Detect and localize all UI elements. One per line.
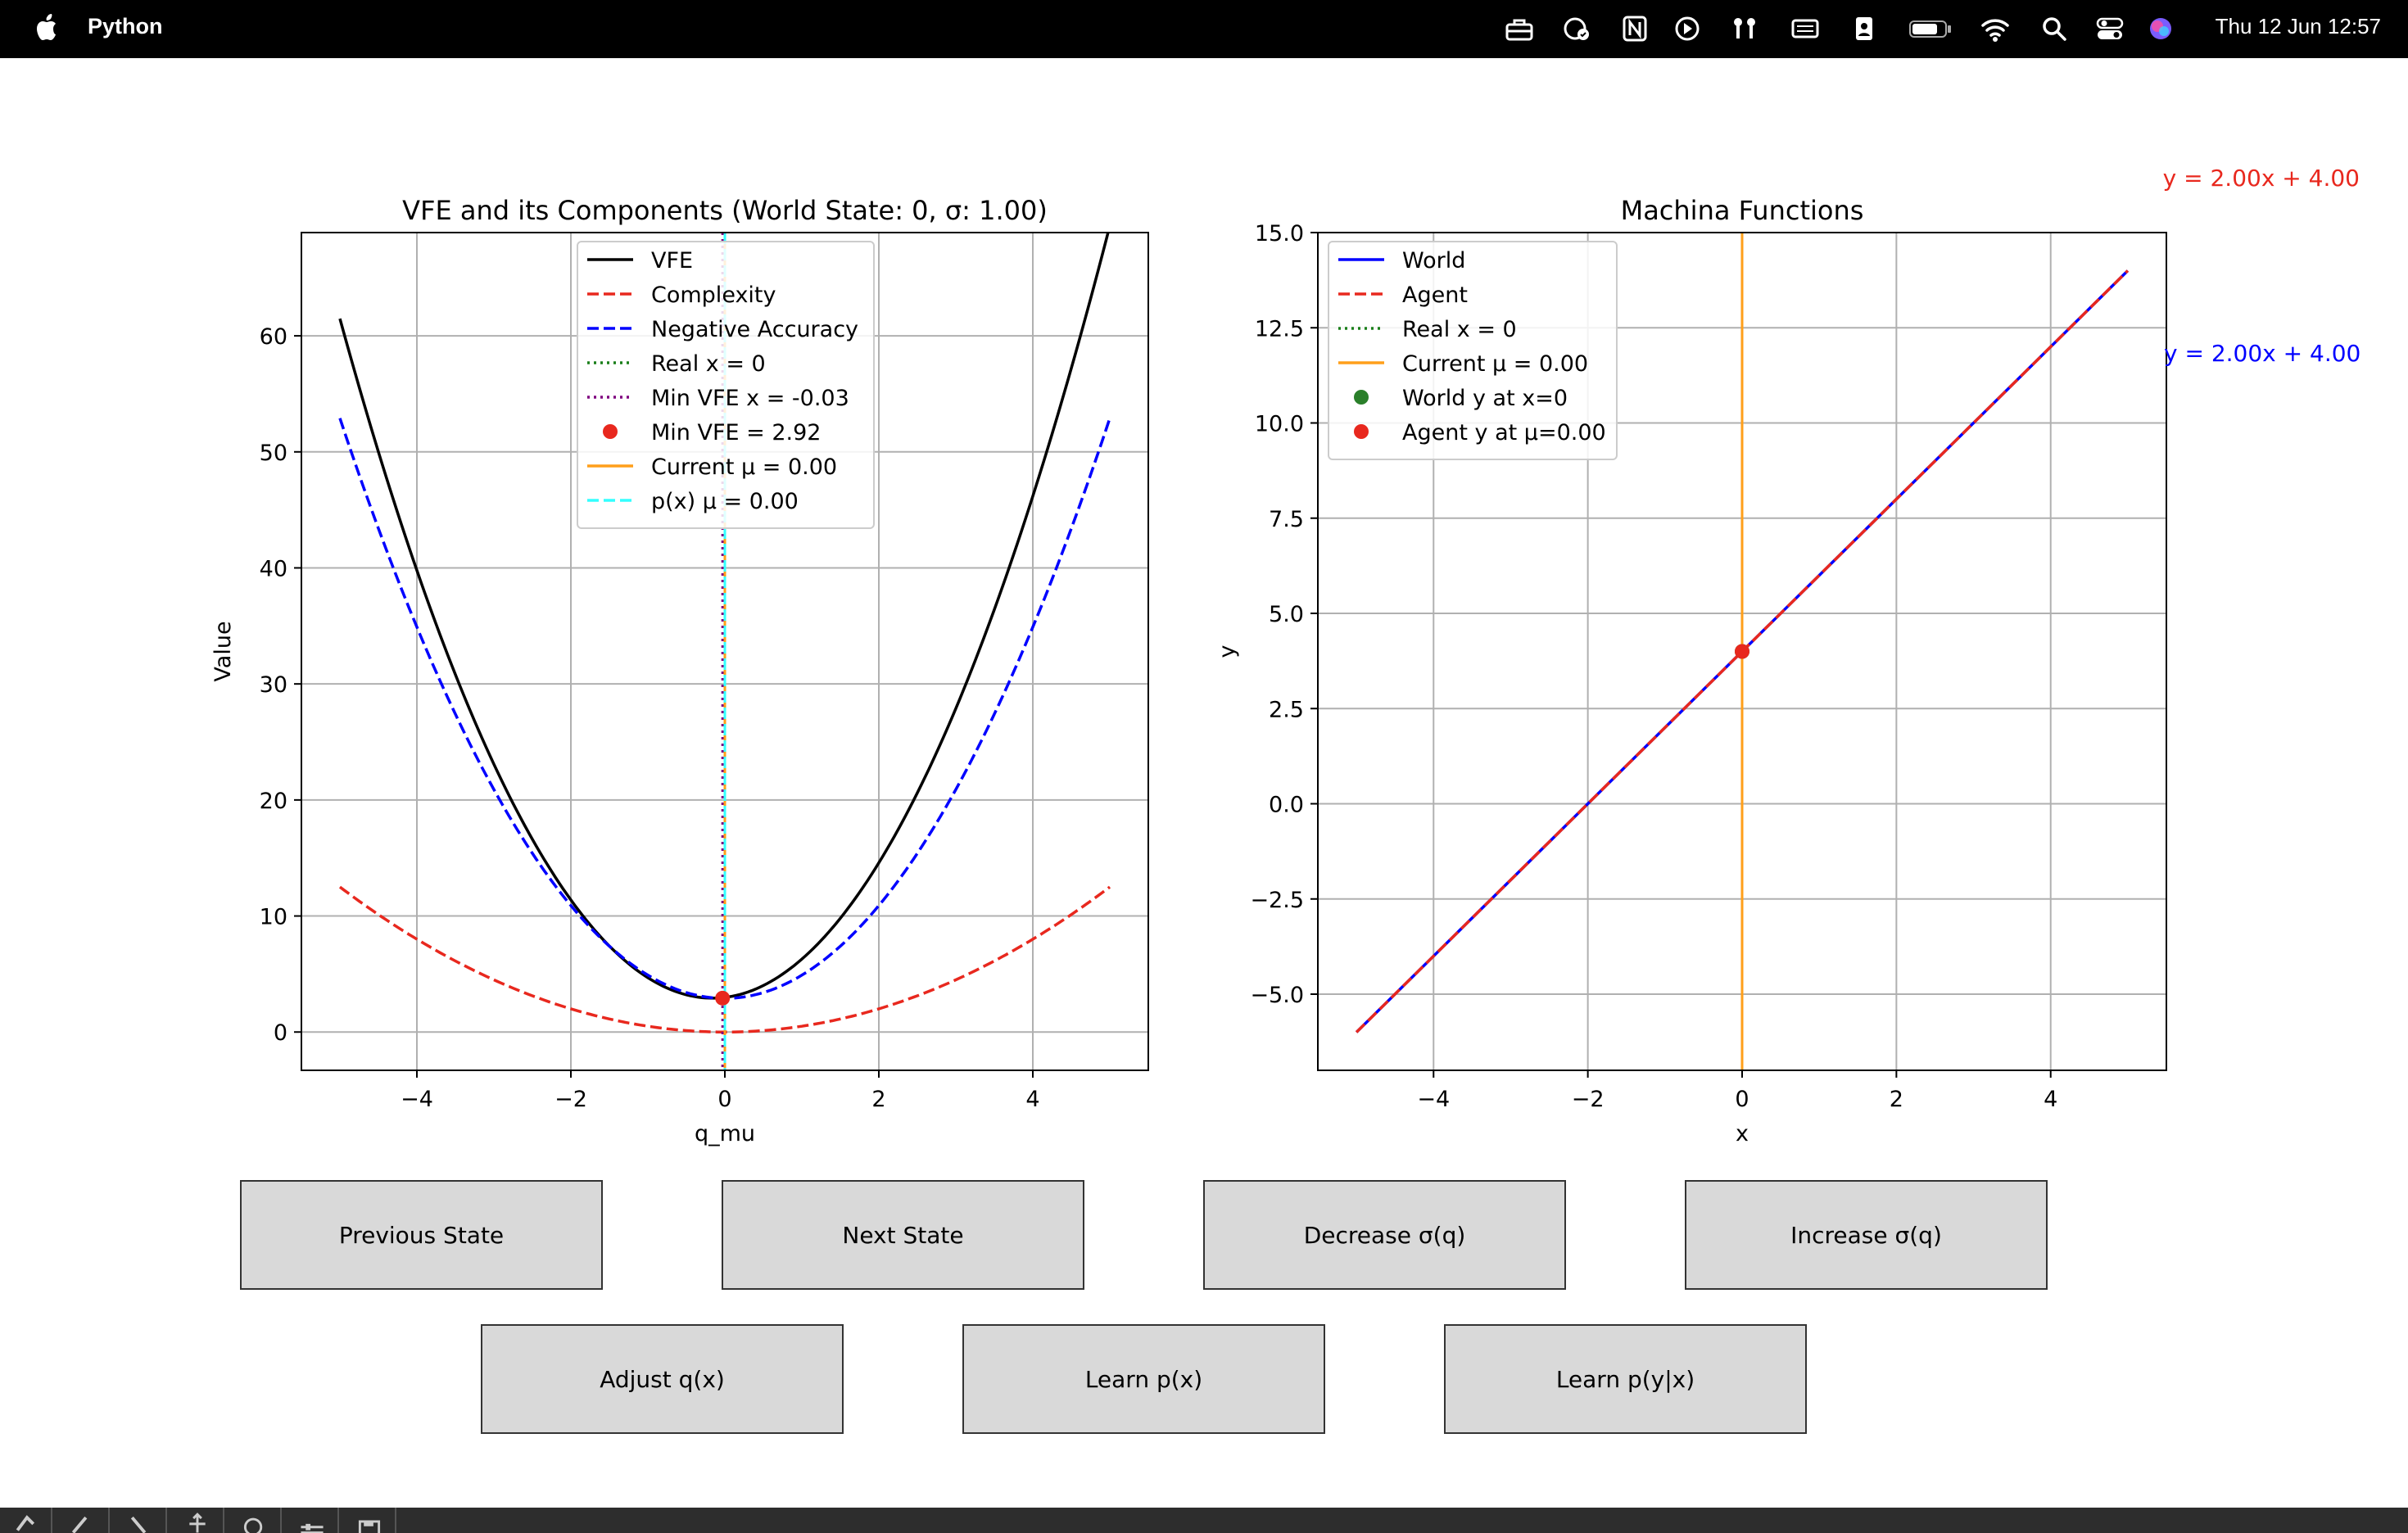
save-icon[interactable] (344, 1508, 396, 1533)
legend-label: Current μ = 0.00 (651, 454, 837, 480)
forward-icon[interactable] (57, 1508, 110, 1533)
legend-label: Complexity (651, 283, 776, 308)
search-icon[interactable] (2039, 15, 2069, 43)
x-tick-label: −2 (1572, 1087, 1605, 1112)
legend-marker (1354, 424, 1369, 439)
legend-label: Real x = 0 (651, 351, 766, 377)
chart-2: −4 −2 0 2 4 −5.0 −2.5 0.0 2.5 5.0 7.5 10.0 12.5 15.0 M… (1215, 195, 2167, 1146)
x-tick-label: −4 (401, 1087, 433, 1112)
legend-marker (1354, 390, 1369, 405)
x-tick-label: 0 (717, 1087, 731, 1112)
y-tick-label: 20 (260, 789, 287, 814)
notion-icon[interactable] (1620, 15, 1650, 43)
back-icon[interactable] (0, 1508, 52, 1533)
legend-label: VFE (651, 248, 693, 274)
y-axis-label: y (1215, 644, 1240, 658)
apple-logo-icon[interactable] (33, 11, 62, 44)
play-circle-icon[interactable] (1672, 15, 1702, 43)
y-tick-label: 10 (260, 905, 287, 930)
x-tick-label: 4 (1025, 1087, 1039, 1112)
y-tick-label: 10.0 (1255, 412, 1304, 437)
x-tick-label: 0 (1735, 1087, 1749, 1112)
menubar-clock[interactable]: Thu 12 Jun 12:57 (2215, 14, 2381, 38)
legend-label: Agent (1402, 283, 1468, 308)
legend-label: Agent y at μ=0.00 (1402, 420, 1606, 445)
y-tick-label: 5.0 (1269, 602, 1304, 627)
learn-pyx-button[interactable]: Learn p(y|x) (1444, 1324, 1807, 1434)
y-tick-label: 15.0 (1255, 221, 1304, 246)
legend: VFE Complexity Negative Accuracy Real x = 0… (577, 241, 875, 529)
y-tick-label: 30 (260, 672, 287, 698)
x-tick-label: −2 (554, 1087, 587, 1112)
keyboard-icon[interactable] (1790, 15, 1820, 43)
app-name-menu[interactable]: Python (88, 14, 163, 38)
control-center-icon[interactable] (2095, 15, 2125, 43)
learn-px-button[interactable]: Learn p(x) (962, 1324, 1325, 1434)
y-tick-label: 50 (260, 441, 287, 466)
axes-frame (1317, 232, 2167, 1071)
x-axis-label: q_mu (695, 1121, 755, 1146)
toolbox-icon[interactable] (1505, 15, 1534, 43)
adjust-qx-button[interactable]: Adjust q(x) (481, 1324, 844, 1434)
world-equation-label: y = 2.00x + 4.00 (2164, 340, 2361, 367)
home-icon[interactable] (115, 1508, 167, 1533)
sync-status-icon[interactable] (1562, 15, 1591, 43)
wifi-icon[interactable] (1980, 15, 2010, 43)
decrease-sigma-button[interactable]: Decrease σ(q) (1203, 1180, 1566, 1290)
legend: World Agent Real x = 0 Current μ = 0.00 Worl… (1328, 241, 1618, 460)
y-tick-label: 12.5 (1255, 316, 1304, 341)
y-tick-label: −5.0 (1250, 983, 1304, 1008)
y-tick-label: 7.5 (1269, 507, 1304, 532)
x-axis-label: x (1736, 1121, 1749, 1146)
legend-label: World (1402, 248, 1465, 274)
navigation-toolbar (0, 1508, 2408, 1533)
pan-icon[interactable] (172, 1508, 224, 1533)
previous-state-button[interactable]: Previous State (240, 1180, 603, 1290)
y-tick-label: 60 (260, 324, 287, 350)
axes-frame (301, 232, 1149, 1071)
legend-box (1328, 241, 1618, 460)
agent-equation-label: y = 2.00x + 4.00 (2162, 165, 2360, 192)
point-agent-y-at-0-00 (1735, 644, 1749, 659)
menu-bar: Python Thu 12 Jun 12:57 (0, 0, 2408, 58)
legend-label: Min VFE = 2.92 (651, 420, 821, 445)
y-tick-label: 0.0 (1269, 793, 1304, 818)
y-axis-label: Value (210, 621, 236, 681)
point-min-vfe-2-92 (715, 990, 731, 1006)
increase-sigma-button[interactable]: Increase σ(q) (1685, 1180, 2048, 1290)
legend-label: Real x = 0 (1402, 317, 1517, 342)
x-tick-label: −4 (1417, 1087, 1450, 1112)
battery-icon[interactable] (1908, 15, 1953, 43)
x-tick-label: 2 (871, 1087, 885, 1112)
legend-label: Min VFE x = -0.03 (651, 386, 849, 411)
next-state-button[interactable]: Next State (722, 1180, 1084, 1290)
legend-label: Current μ = 0.00 (1402, 351, 1588, 377)
x-tick-label: 2 (1890, 1087, 1903, 1112)
plot-area (1355, 233, 2130, 1070)
configure-subplots-icon[interactable] (287, 1508, 339, 1533)
legend-label: p(x) μ = 0.00 (651, 489, 799, 514)
chart-title: VFE and its Components (World State: 0, … (402, 195, 1048, 226)
chart-title: Machina Functions (1621, 195, 1864, 226)
y-tick-label: 0 (274, 1020, 287, 1046)
y-tick-label: 2.5 (1269, 697, 1304, 722)
x-tick-label: 4 (2044, 1087, 2057, 1112)
legend-marker (603, 424, 618, 439)
contact-card-icon[interactable] (1849, 15, 1879, 43)
legend-label: World y at x=0 (1402, 386, 1568, 411)
legend-label: Negative Accuracy (651, 317, 858, 342)
matplotlib-figure: −4 −2 0 2 4 0 10 20 30 40 50 60 VFE and its Componen… (0, 58, 2408, 1508)
y-tick-label: 40 (260, 556, 287, 581)
legend-box (577, 241, 875, 529)
siri-icon[interactable] (2146, 15, 2175, 43)
y-tick-label: −2.5 (1250, 888, 1304, 913)
zoom-icon[interactable] (229, 1508, 282, 1533)
airpods-icon[interactable] (1730, 15, 1759, 43)
